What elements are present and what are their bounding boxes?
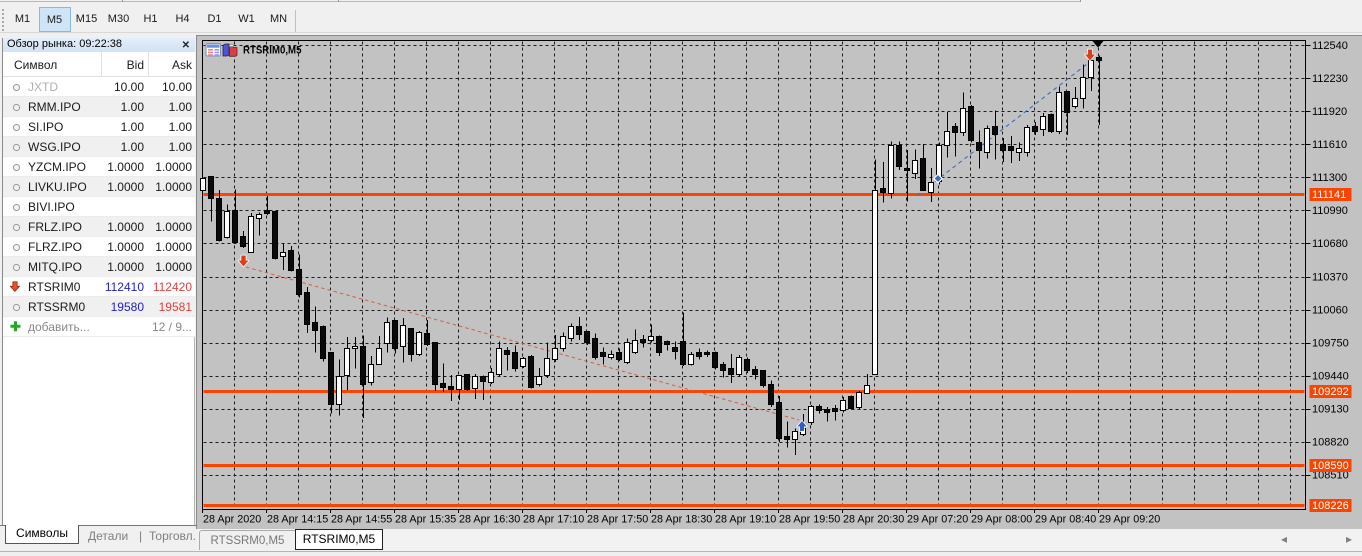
svg-text:111300: 111300 bbox=[1312, 172, 1347, 184]
svg-text:28 Apr 19:50: 28 Apr 19:50 bbox=[779, 514, 840, 526]
svg-text:110370: 110370 bbox=[1312, 271, 1348, 283]
svg-text:108510: 108510 bbox=[1312, 470, 1349, 482]
svg-text:28 Apr 17:50: 28 Apr 17:50 bbox=[587, 514, 648, 526]
svg-text:111920: 111920 bbox=[1312, 106, 1347, 118]
svg-text:109440: 109440 bbox=[1312, 371, 1349, 383]
svg-text:29 Apr 07:20: 29 Apr 07:20 bbox=[907, 514, 968, 526]
svg-text:28 Apr 20:30: 28 Apr 20:30 bbox=[843, 514, 904, 526]
svg-text:108820: 108820 bbox=[1312, 437, 1349, 449]
svg-text:111610: 111610 bbox=[1312, 139, 1347, 151]
svg-text:RTSRIM0,M5: RTSRIM0,M5 bbox=[243, 44, 302, 57]
svg-text:28 Apr 14:15: 28 Apr 14:15 bbox=[267, 514, 328, 526]
svg-text:28 Apr 17:10: 28 Apr 17:10 bbox=[523, 514, 584, 526]
svg-text:28 Apr 15:35: 28 Apr 15:35 bbox=[395, 514, 456, 526]
svg-text:109130: 109130 bbox=[1312, 404, 1349, 416]
svg-text:29 Apr 09:20: 29 Apr 09:20 bbox=[1099, 514, 1160, 526]
svg-text:108226: 108226 bbox=[1312, 500, 1349, 512]
svg-text:110990: 110990 bbox=[1312, 205, 1348, 217]
svg-text:112230: 112230 bbox=[1312, 73, 1348, 85]
svg-text:111141: 111141 bbox=[1312, 189, 1346, 201]
svg-text:29 Apr 08:40: 29 Apr 08:40 bbox=[1035, 514, 1096, 526]
svg-text:108590: 108590 bbox=[1312, 460, 1349, 472]
svg-text:28 Apr 19:10: 28 Apr 19:10 bbox=[715, 514, 776, 526]
svg-text:109750: 109750 bbox=[1312, 337, 1349, 349]
svg-text:112540: 112540 bbox=[1312, 40, 1348, 52]
svg-text:28 Apr 14:55: 28 Apr 14:55 bbox=[331, 514, 392, 526]
svg-text:110060: 110060 bbox=[1312, 304, 1348, 316]
svg-text:28 Apr 2020: 28 Apr 2020 bbox=[203, 514, 261, 526]
svg-text:110680: 110680 bbox=[1312, 238, 1348, 250]
svg-text:109292: 109292 bbox=[1312, 386, 1349, 398]
svg-text:28 Apr 16:30: 28 Apr 16:30 bbox=[459, 514, 520, 526]
svg-text:29 Apr 08:00: 29 Apr 08:00 bbox=[971, 514, 1032, 526]
svg-text:28 Apr 18:30: 28 Apr 18:30 bbox=[651, 514, 712, 526]
